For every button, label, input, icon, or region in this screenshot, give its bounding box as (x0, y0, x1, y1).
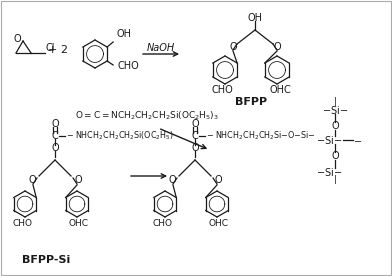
Text: + 2: + 2 (48, 45, 68, 55)
Text: |: | (334, 97, 336, 107)
Text: O: O (168, 175, 176, 185)
Text: Cl: Cl (46, 43, 56, 53)
Text: O: O (13, 34, 21, 44)
Text: $-$Si$-$: $-$Si$-$ (316, 134, 342, 146)
Text: O: O (331, 151, 339, 161)
Text: C: C (52, 131, 58, 141)
Text: OH: OH (247, 13, 263, 23)
Text: OHC: OHC (209, 219, 229, 227)
Text: CHO: CHO (153, 219, 173, 227)
Text: OHC: OHC (69, 219, 89, 227)
Text: NaOH: NaOH (147, 43, 175, 53)
Text: $-$ NHCH$_2$CH$_2$CH$_2$Si$-$O$-$Si$-$: $-$ NHCH$_2$CH$_2$CH$_2$Si$-$O$-$Si$-$ (206, 130, 316, 142)
Text: CHO: CHO (117, 61, 139, 71)
Text: $-$Si$-$: $-$Si$-$ (322, 104, 348, 116)
Text: OHC: OHC (269, 85, 291, 95)
Text: O: O (229, 42, 237, 52)
Text: O: O (191, 143, 199, 153)
Text: BFPP-Si: BFPP-Si (22, 255, 70, 265)
Text: O: O (51, 143, 59, 153)
Text: OH: OH (116, 29, 131, 39)
Text: O: O (273, 42, 281, 52)
Text: O$=$C$=$NCH$_2$CH$_2$CH$_2$Si(OC$_2$H$_5$)$_3$: O$=$C$=$NCH$_2$CH$_2$CH$_2$Si(OC$_2$H$_5… (75, 110, 219, 122)
Text: O: O (331, 121, 339, 131)
Text: O: O (51, 119, 59, 129)
Text: CHO: CHO (13, 219, 33, 227)
Text: $-$Si$-$: $-$Si$-$ (316, 166, 342, 178)
Text: O: O (28, 175, 36, 185)
Text: C: C (192, 131, 198, 141)
Text: BFPP: BFPP (235, 97, 267, 107)
Text: O: O (74, 175, 82, 185)
Text: O: O (191, 119, 199, 129)
Text: O: O (214, 175, 222, 185)
Text: CHO: CHO (211, 85, 233, 95)
Text: |: | (334, 176, 336, 184)
Text: $-$: $-$ (354, 135, 363, 145)
Text: $-$ NHCH$_2$CH$_2$CH$_2$Si(OC$_2$H$_5$): $-$ NHCH$_2$CH$_2$CH$_2$Si(OC$_2$H$_5$) (66, 130, 174, 142)
